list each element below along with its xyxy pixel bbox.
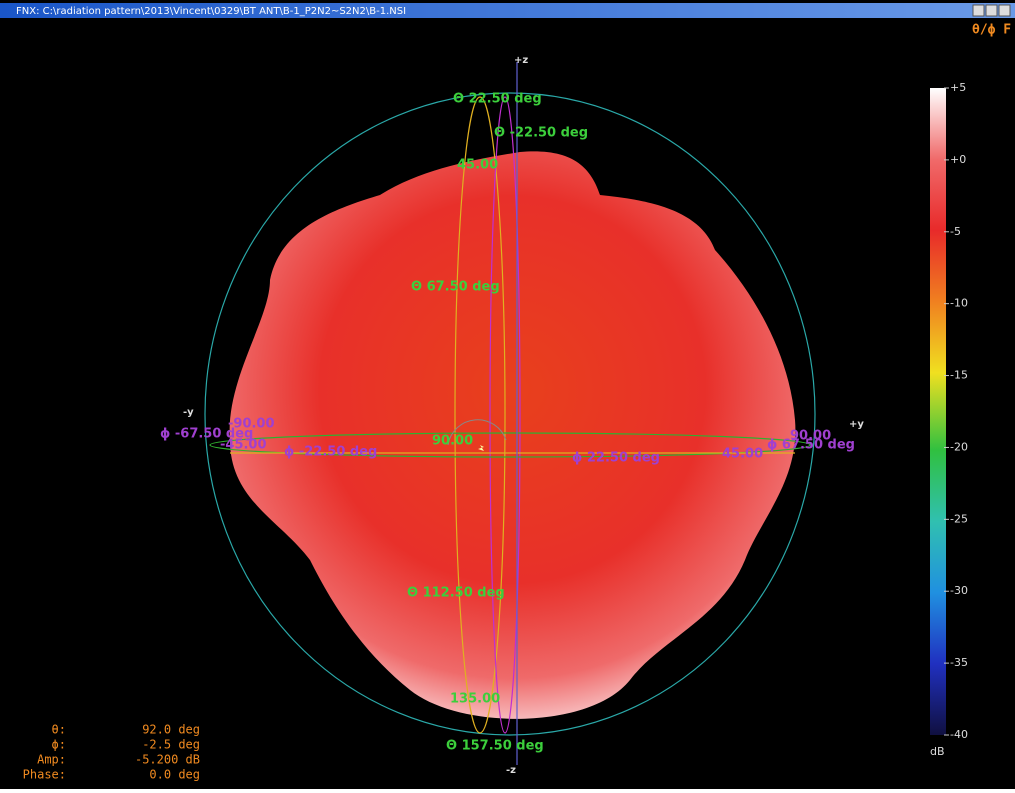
colorbar-unit: dB <box>930 745 945 758</box>
colorbar-tick-label: -15 <box>950 369 968 382</box>
colorbar-tick-label: -40 <box>950 728 968 741</box>
maximize-button[interactable] <box>985 4 998 17</box>
angle-arc <box>447 419 507 446</box>
phi-label: ϕ -22.50 deg <box>284 445 377 460</box>
mode-label: θ/ϕ F <box>972 23 1011 38</box>
colorbar-tick-label: -35 <box>950 656 968 669</box>
readout-label: ϕ: <box>52 738 66 752</box>
readout-value: 0.0 deg <box>149 768 200 782</box>
window-title: FNX: C:\radiation pattern\2013\Vincent\0… <box>16 6 406 17</box>
readout-label: θ: <box>52 723 66 737</box>
colorbar-tick-label: +5 <box>950 81 966 94</box>
reference-circle <box>204 92 816 736</box>
cursor-marker <box>478 445 484 451</box>
phi-label: -45.00 <box>220 438 267 453</box>
theta-meridian <box>454 96 506 734</box>
phi-label: -90.00 <box>228 417 275 432</box>
colorbar-tick-label: -10 <box>950 297 968 310</box>
phi-label: ϕ 67.50 deg <box>767 438 855 453</box>
theta-label: 90.00 <box>432 434 473 449</box>
phi-label: 90.00 <box>790 429 831 444</box>
axis-label: +z <box>514 55 528 66</box>
readout-label: Amp: <box>37 753 66 767</box>
theta-label: Θ 112.50 deg <box>407 586 505 601</box>
colorbar-tick-label: -30 <box>950 584 968 597</box>
theta-label: 135.00 <box>450 692 500 707</box>
axis-label: +y <box>849 419 864 430</box>
colorbar-tick-label: -5 <box>950 225 961 238</box>
theta-label: Θ 67.50 deg <box>411 280 500 295</box>
theta-label: 45.00 <box>457 158 498 173</box>
readout-label: Phase: <box>23 768 66 782</box>
colorbar-ticks: +5 +0 -5 -10 -15 -20 -25 -30 -35 -40 <box>944 81 968 741</box>
readout-value: -2.5 deg <box>142 738 200 752</box>
colorbar-tick-label: -25 <box>950 512 968 525</box>
title-bar <box>0 3 1015 18</box>
readout: θ: 92.0 deg ϕ: -2.5 deg Amp: -5.200 dB Phase: 0… <box>23 723 200 782</box>
radiation-pattern <box>229 151 796 719</box>
minimize-button[interactable] <box>972 4 985 17</box>
colorbar-tick-label: -20 <box>950 440 968 453</box>
phi-label: ϕ -67.50 deg <box>160 427 253 442</box>
colorbar <box>930 88 946 735</box>
colorbar-tick-label: +0 <box>950 153 966 166</box>
readout-value: -5.200 dB <box>135 753 200 767</box>
axis-label: -y <box>183 407 194 418</box>
close-button[interactable] <box>998 4 1011 17</box>
axis-label: -z <box>506 765 516 776</box>
theta-label: Θ 157.50 deg <box>446 739 544 754</box>
theta-label: Θ -22.50 deg <box>494 126 588 141</box>
equator <box>209 432 811 458</box>
phi-label: ϕ 22.50 deg <box>572 451 660 466</box>
phi-label: 45.00 <box>722 447 763 462</box>
readout-value: 92.0 deg <box>142 723 200 737</box>
theta-label: Θ 22.50 deg <box>453 92 542 107</box>
phi-meridian <box>489 96 521 734</box>
